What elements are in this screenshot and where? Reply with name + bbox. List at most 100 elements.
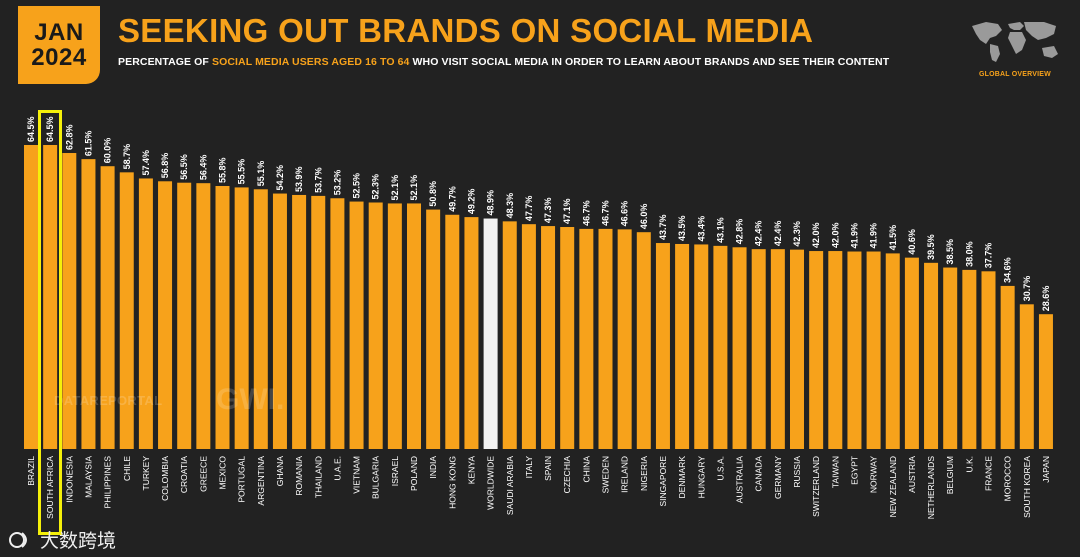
category-label-norway: NORWAY bbox=[869, 456, 879, 493]
value-label-south-korea: 30.7% bbox=[1022, 276, 1032, 302]
value-label-portugal: 55.5% bbox=[237, 159, 247, 185]
value-label-greece: 56.4% bbox=[198, 155, 208, 181]
category-label-france: FRANCE bbox=[984, 456, 994, 491]
category-label-netherlands: NETHERLANDS bbox=[926, 456, 936, 520]
value-label-austria: 40.6% bbox=[907, 229, 917, 255]
category-label-belgium: BELGIUM bbox=[945, 456, 955, 494]
bar-new-zealand bbox=[885, 253, 900, 449]
value-label-ireland: 46.6% bbox=[620, 201, 630, 227]
category-label-indonesia: INDONESIA bbox=[64, 456, 74, 503]
category-label-u-k: U.K. bbox=[964, 456, 974, 473]
value-label-worldwide: 48.9% bbox=[486, 190, 496, 216]
bar-colombia bbox=[158, 181, 173, 450]
gwi-watermark: GWI. bbox=[216, 383, 285, 416]
bar-brazil bbox=[24, 145, 38, 449]
brand-logo-icon bbox=[9, 531, 27, 548]
value-label-thailand: 53.7% bbox=[313, 167, 323, 193]
bar-u-a-e bbox=[330, 198, 345, 449]
value-label-france: 37.7% bbox=[984, 243, 994, 269]
value-label-india: 50.8% bbox=[428, 181, 438, 207]
bar-u-k bbox=[962, 269, 977, 449]
category-label-romania: ROMANIA bbox=[294, 456, 304, 496]
bar-nigeria bbox=[636, 232, 651, 449]
category-label-brazil: BRAZIL bbox=[26, 456, 36, 486]
value-label-taiwan: 42.0% bbox=[830, 223, 840, 249]
category-labels-layer: BRAZIL SOUTH AFRICA INDONESIA MALAYSIA PHILI… bbox=[26, 456, 1051, 520]
subtitle-part-3: WHO VISIT SOCIAL MEDIA IN ORDER TO LEARN… bbox=[409, 56, 890, 68]
category-label-india: INDIA bbox=[428, 456, 438, 479]
bar-chile bbox=[119, 172, 134, 449]
category-label-australia: AUSTRALIA bbox=[735, 456, 745, 504]
value-label-egypt: 41.9% bbox=[849, 223, 859, 249]
bar-singapore bbox=[655, 243, 670, 449]
date-badge: JAN 2024 bbox=[18, 6, 100, 84]
bar-italy bbox=[521, 224, 536, 449]
bar-south-korea bbox=[1019, 304, 1034, 449]
value-label-u-s-a: 43.1% bbox=[715, 217, 725, 243]
category-label-italy: ITALY bbox=[524, 456, 534, 479]
value-label-chile: 58.7% bbox=[122, 144, 132, 170]
value-label-hong-kong: 49.7% bbox=[447, 186, 457, 212]
bar-norway bbox=[866, 251, 881, 449]
bar-denmark bbox=[675, 243, 690, 449]
category-label-denmark: DENMARK bbox=[677, 456, 687, 499]
bar-worldwide bbox=[483, 218, 498, 449]
value-label-switzerland: 42.0% bbox=[811, 223, 821, 249]
category-label-thailand: THAILAND bbox=[313, 456, 323, 498]
category-label-philippines: PHILIPPINES bbox=[103, 456, 113, 509]
value-label-south-africa: 64.5% bbox=[45, 116, 55, 142]
value-label-croatia: 56.5% bbox=[179, 154, 189, 180]
bar-switzerland bbox=[809, 251, 824, 449]
world-map-icon bbox=[972, 22, 1058, 62]
bar-canada bbox=[751, 249, 766, 449]
highlight-box-south-africa bbox=[38, 110, 62, 535]
value-label-colombia: 56.8% bbox=[160, 153, 170, 179]
bar-croatia bbox=[177, 182, 192, 449]
bar-belgium bbox=[943, 267, 958, 449]
category-label-kenya: KENYA bbox=[466, 456, 476, 485]
bar-bulgaria bbox=[368, 202, 383, 449]
subtitle-highlight-age: 16 TO 64 bbox=[365, 56, 410, 68]
bar-taiwan bbox=[828, 251, 843, 449]
category-label-austria: AUSTRIA bbox=[907, 456, 917, 493]
category-label-u-a-e: U.A.E. bbox=[332, 456, 342, 481]
value-label-spain: 47.3% bbox=[543, 198, 553, 224]
bar-romania bbox=[292, 194, 307, 449]
bar-india bbox=[426, 209, 441, 449]
value-label-denmark: 43.5% bbox=[677, 215, 687, 241]
value-label-germany: 42.4% bbox=[773, 221, 783, 247]
bar-japan bbox=[1038, 314, 1053, 449]
badge-year: 2024 bbox=[31, 44, 87, 71]
bar-turkey bbox=[138, 178, 153, 449]
bar-austria bbox=[904, 257, 919, 449]
category-label-turkey: TURKEY bbox=[141, 456, 151, 491]
value-label-czechia: 47.1% bbox=[562, 198, 572, 224]
value-label-brazil: 64.5% bbox=[26, 116, 36, 142]
category-label-switzerland: SWITZERLAND bbox=[811, 456, 821, 517]
category-label-saudi-arabia: SAUDI ARABIA bbox=[505, 456, 515, 515]
bar-hong-kong bbox=[445, 214, 460, 449]
bar-greece bbox=[196, 183, 211, 449]
global-overview-label: GLOBAL OVERVIEW bbox=[979, 71, 1051, 78]
category-label-canada: CANADA bbox=[754, 456, 764, 492]
value-label-norway: 41.9% bbox=[869, 223, 879, 249]
footer-label: 大数跨境 bbox=[40, 531, 117, 552]
datareportal-watermark: DATAREPORTAL bbox=[54, 393, 163, 408]
value-label-morocco: 34.6% bbox=[1003, 257, 1013, 283]
chart-title: SEEKING OUT BRANDS ON SOCIAL MEDIA bbox=[118, 12, 814, 49]
value-label-nigeria: 46.0% bbox=[639, 204, 649, 230]
value-label-vietnam: 52.5% bbox=[352, 173, 362, 199]
subtitle-part-1: PERCENTAGE OF bbox=[118, 56, 212, 68]
category-label-singapore: SINGAPORE bbox=[658, 456, 668, 507]
value-label-canada: 42.4% bbox=[754, 221, 764, 247]
value-label-u-k: 38.0% bbox=[964, 241, 974, 267]
category-label-nigeria: NIGERIA bbox=[639, 456, 649, 491]
bar-kenya bbox=[464, 217, 479, 449]
value-label-sweden: 46.7% bbox=[601, 200, 611, 226]
bar-u-s-a bbox=[713, 245, 728, 449]
footer-watermark: 大数跨境 bbox=[8, 526, 116, 553]
category-label-russia: RUSSIA bbox=[792, 456, 802, 488]
bar-israel bbox=[387, 203, 402, 449]
value-label-italy: 47.7% bbox=[524, 196, 534, 222]
